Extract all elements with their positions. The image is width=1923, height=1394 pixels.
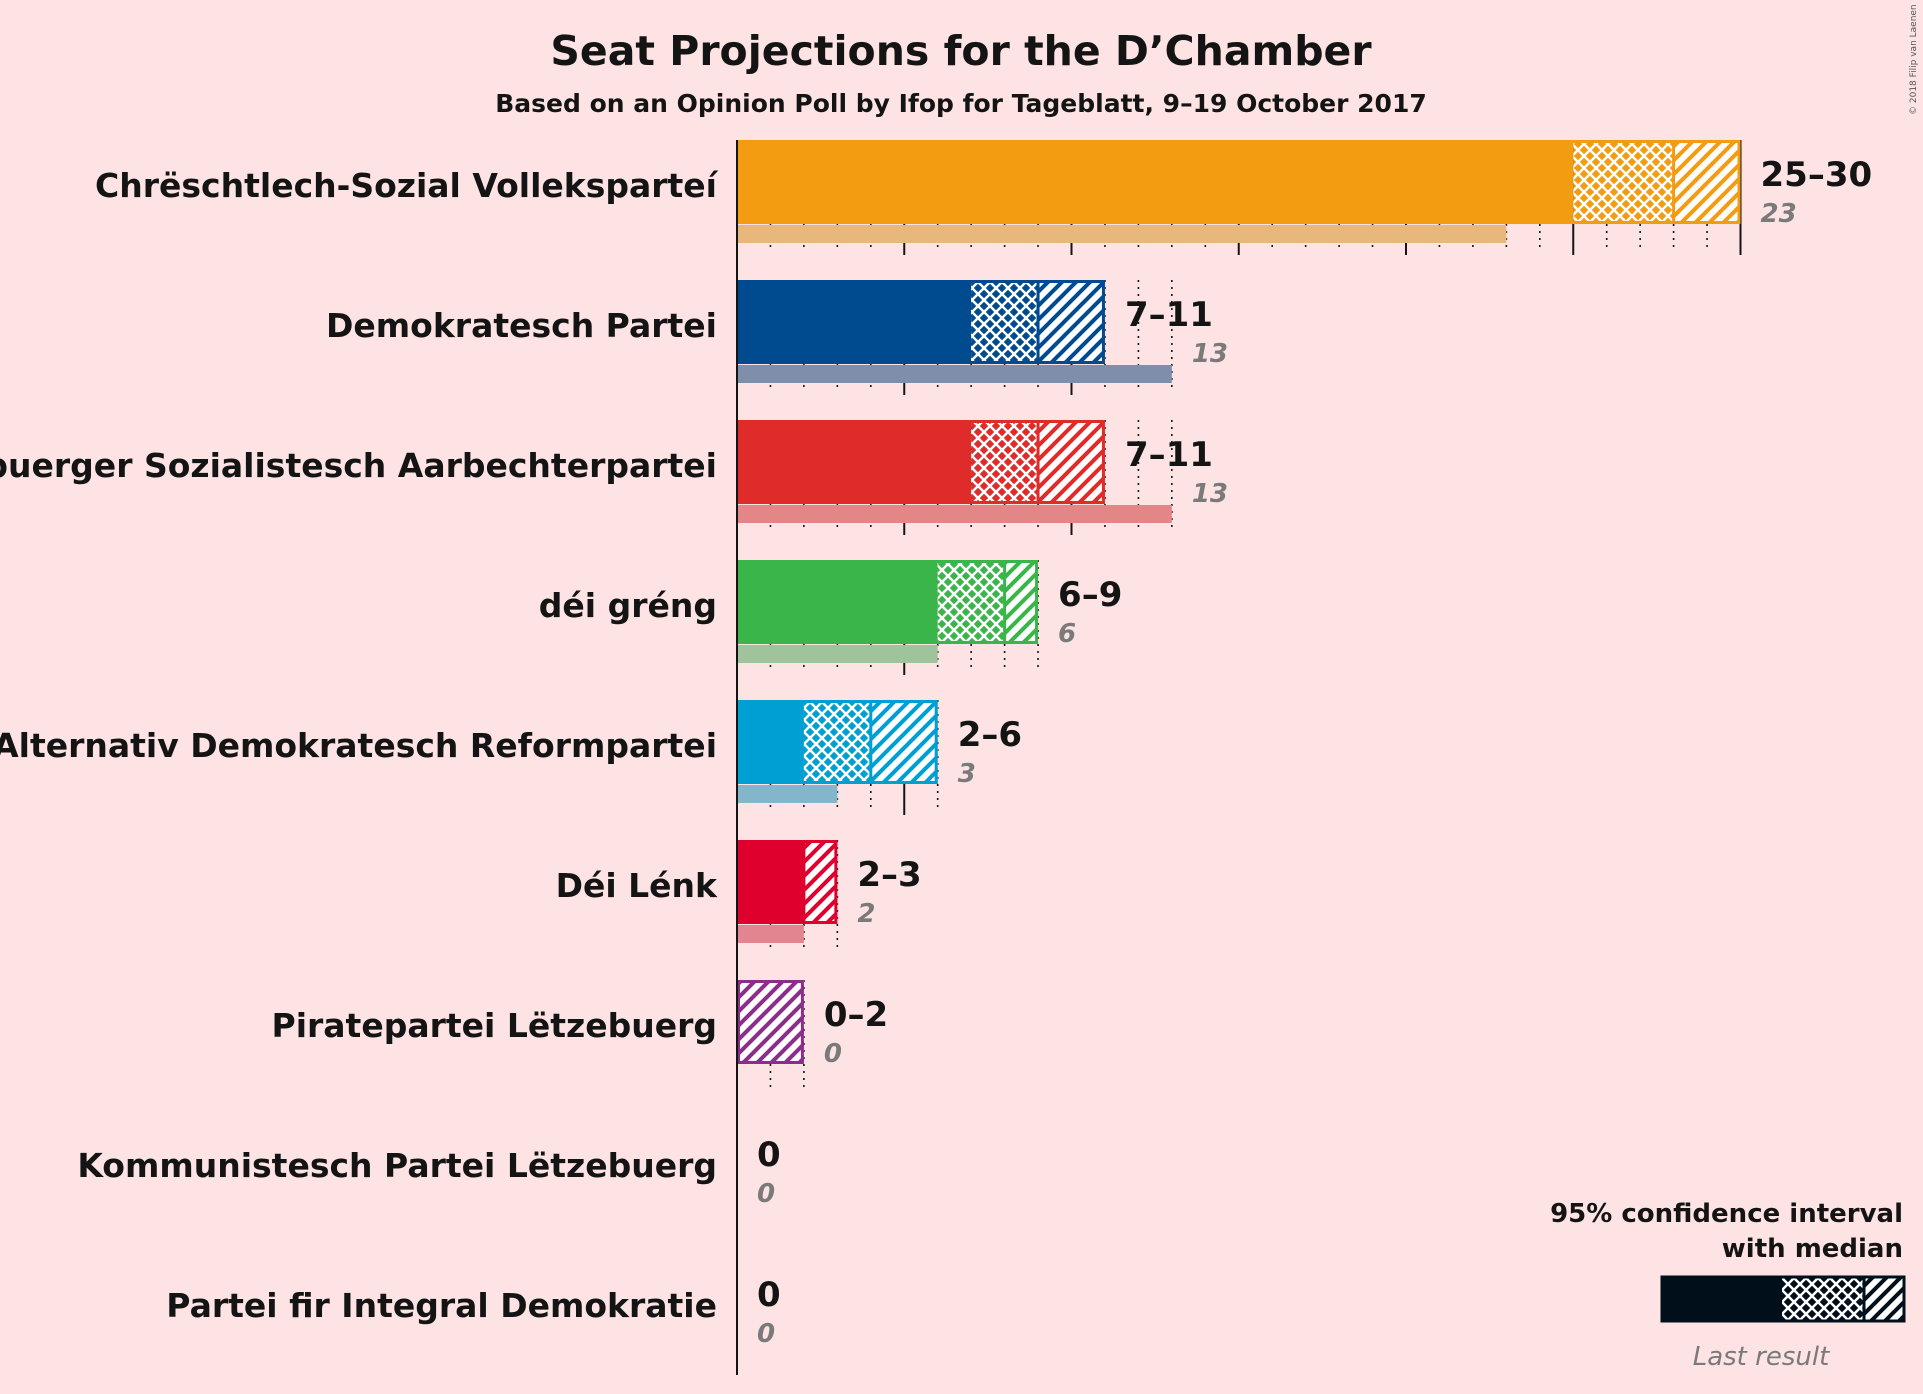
- range-label-8: 0: [757, 1275, 781, 1315]
- bars: Chrëschtlech-Sozial Volleksparteí 25–3023…: [0, 140, 1872, 1349]
- party-label-0: Chrëschtlech-Sozial Volleksparteí: [95, 166, 719, 205]
- last-result-bar-2: [737, 505, 1172, 523]
- bar-cross-3: [937, 560, 1005, 644]
- bar-hatch-1: [1038, 280, 1105, 364]
- last-result-label-1: 13: [1192, 339, 1228, 369]
- copyright-note: © 2018 Filip van Laenen: [1909, 4, 1919, 115]
- range-label-1: 7–11: [1125, 295, 1213, 335]
- chart-subtitle: Based on an Opinion Poll by Ifop for Tag…: [495, 89, 1426, 118]
- legend: 95% confidence interval with median Last…: [1550, 1199, 1906, 1372]
- bar-outline-5: [737, 840, 838, 924]
- last-result-label-8: 0: [757, 1319, 775, 1349]
- party-label-6: Piratepartei Lëtzebuerg: [272, 1006, 717, 1045]
- last-result-label-7: 0: [757, 1179, 775, 1209]
- bar-outline-3: [737, 560, 1039, 644]
- chart-title: Seat Projections for the D’Chamber: [550, 27, 1372, 75]
- last-result-bar-4: [737, 785, 838, 803]
- legend-outline: [1660, 1275, 1906, 1323]
- range-label-2: 7–11: [1125, 435, 1213, 475]
- bar-solid-5: [737, 840, 804, 924]
- bar-solid-2: [737, 420, 972, 504]
- bar-cross-4: [803, 700, 871, 784]
- party-label-3: déi gréng: [539, 586, 717, 625]
- last-result-label-0: 23: [1761, 199, 1797, 229]
- bar-cross-1: [971, 280, 1039, 364]
- last-result-bar-3: [737, 645, 938, 663]
- bar-cross-2: [971, 420, 1039, 504]
- last-result-label-2: 13: [1192, 479, 1228, 509]
- last-result-label-5: 2: [857, 899, 875, 929]
- legend-cross-segment: [1782, 1277, 1864, 1321]
- last-result-label-4: 3: [958, 759, 976, 789]
- last-result-bar-0: [737, 225, 1507, 243]
- bar-hatch-2: [1038, 420, 1105, 504]
- bar-hatch-3: [1004, 560, 1039, 644]
- party-label-7: Kommunistesch Partei Lëtzebuerg: [77, 1146, 717, 1185]
- range-label-6: 0–2: [824, 995, 888, 1035]
- bar-solid-4: [737, 700, 804, 784]
- range-label-7: 0: [757, 1135, 781, 1175]
- range-label-4: 2–6: [958, 715, 1022, 755]
- bar-hatch-4: [870, 700, 938, 784]
- party-label-1: Demokratesch Partei: [326, 306, 717, 345]
- party-label-8: Partei fir Integral Demokratie: [166, 1286, 717, 1325]
- legend-last-result: Last result: [1693, 1342, 1830, 1372]
- range-label-5: 2–3: [857, 855, 921, 895]
- bar-outline-0: [737, 140, 1741, 224]
- bar-solid-3: [737, 560, 938, 644]
- bar-outline-6: [737, 980, 804, 1064]
- bar-cross-0: [1573, 140, 1674, 224]
- bar-solid-0: [737, 140, 1574, 224]
- bar-outline-2: [737, 420, 1105, 504]
- range-label-0: 25–30: [1761, 155, 1873, 195]
- bar-hatch-6: [737, 980, 804, 1064]
- legend-ci-line2: with median: [1722, 1234, 1903, 1264]
- bar-outline-1: [737, 280, 1105, 364]
- range-label-3: 6–9: [1058, 575, 1122, 615]
- bar-hatch-5: [803, 840, 838, 924]
- legend-solid-segment: [1662, 1277, 1782, 1321]
- last-result-label-3: 6: [1058, 619, 1076, 649]
- party-label-2: Lëtzebuerger Sozialistesch Aarbechterpar…: [0, 446, 717, 485]
- bar-hatch-0: [1673, 140, 1741, 224]
- party-label-4: Alternativ Demokratesch Reformpartei: [0, 726, 717, 765]
- last-result-bar-5: [737, 925, 804, 943]
- bar-outline-4: [737, 700, 938, 784]
- legend-hatch-segment: [1864, 1277, 1904, 1321]
- bar-solid-1: [737, 280, 972, 364]
- party-label-5: Déi Lénk: [556, 866, 718, 905]
- last-result-bar-1: [737, 365, 1172, 383]
- last-result-label-6: 0: [824, 1039, 842, 1069]
- legend-ci-line1: 95% confidence interval: [1550, 1199, 1903, 1229]
